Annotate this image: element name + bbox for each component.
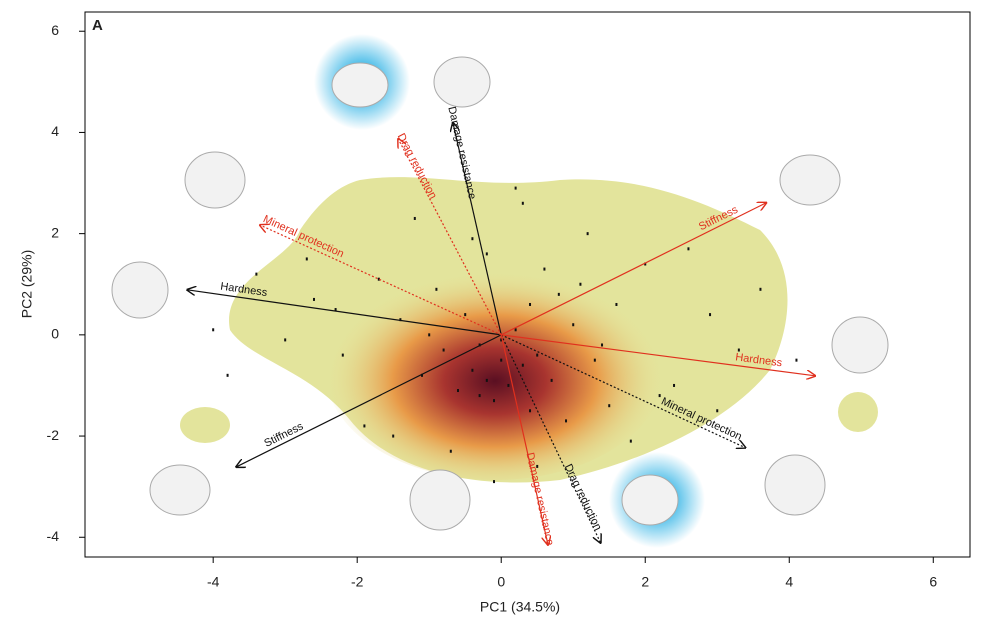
point <box>457 389 460 393</box>
point <box>392 434 395 438</box>
x-tick-label: 4 <box>785 574 793 590</box>
point <box>428 333 431 337</box>
point <box>615 302 618 306</box>
point <box>334 308 337 312</box>
x-tick-label: -4 <box>207 574 220 590</box>
point <box>421 373 424 377</box>
point <box>435 287 438 291</box>
loading-arrow <box>500 334 548 545</box>
point <box>543 267 546 271</box>
point <box>471 237 474 241</box>
y-tick-label: 2 <box>51 224 59 240</box>
point <box>471 368 474 372</box>
point <box>536 464 539 468</box>
point <box>485 252 488 256</box>
point <box>759 287 762 291</box>
point <box>687 247 690 251</box>
point <box>464 313 467 317</box>
point <box>716 409 719 413</box>
y-axis-title: PC2 (29%) <box>19 250 35 318</box>
loading-arrow <box>500 334 745 448</box>
y-tick-label: 0 <box>51 326 59 342</box>
loading-arrow <box>500 203 766 336</box>
panel-label: A <box>92 17 103 34</box>
point <box>514 328 517 332</box>
loading-arrow <box>501 334 815 376</box>
x-tick-label: -2 <box>351 574 364 590</box>
point <box>500 338 503 342</box>
point <box>608 404 611 408</box>
point <box>644 262 647 266</box>
point <box>658 394 661 398</box>
point <box>449 449 452 453</box>
point <box>586 232 589 236</box>
x-tick-label: 2 <box>641 574 649 590</box>
x-axis-title: PC1 (34.5%) <box>480 599 560 615</box>
point <box>514 186 517 190</box>
point <box>529 302 532 306</box>
point <box>312 297 315 301</box>
point <box>795 358 798 362</box>
x-tick-label: 0 <box>497 574 505 590</box>
point <box>363 424 366 428</box>
y-tick-label: -2 <box>47 427 60 443</box>
point <box>709 313 712 317</box>
density-layout <box>180 177 878 483</box>
loading-arrow <box>453 123 502 335</box>
y-tick-label: -4 <box>47 528 60 544</box>
point <box>579 282 582 286</box>
point <box>593 358 596 362</box>
point <box>413 216 416 220</box>
point <box>536 353 539 357</box>
x-tick-label: 6 <box>929 574 937 590</box>
point <box>565 419 568 423</box>
point <box>284 338 287 342</box>
loading-arrow <box>398 139 502 336</box>
point <box>255 272 258 276</box>
point <box>377 277 380 281</box>
point <box>212 328 215 332</box>
point <box>478 394 481 398</box>
point <box>399 318 402 322</box>
point <box>493 480 496 484</box>
loading-arrow <box>500 334 600 543</box>
point <box>673 383 676 387</box>
loading-arrow <box>260 225 502 336</box>
point <box>629 439 632 443</box>
point <box>572 323 575 327</box>
point <box>507 383 510 387</box>
plot-frame <box>84 11 971 558</box>
loading-arrow <box>187 290 502 336</box>
point <box>305 257 308 261</box>
point <box>226 373 229 377</box>
point <box>550 378 553 382</box>
point <box>493 399 496 403</box>
point <box>500 358 503 362</box>
point <box>737 348 740 352</box>
point <box>521 201 524 205</box>
loading-arrow <box>236 334 502 467</box>
y-tick-label: 6 <box>51 22 59 38</box>
point <box>442 348 445 352</box>
y-tick-label: 4 <box>51 123 59 139</box>
point <box>557 292 560 296</box>
point <box>485 378 488 382</box>
illustrations <box>111 34 889 548</box>
point <box>601 343 604 347</box>
point <box>341 353 344 357</box>
point <box>521 363 524 367</box>
point <box>529 409 532 413</box>
